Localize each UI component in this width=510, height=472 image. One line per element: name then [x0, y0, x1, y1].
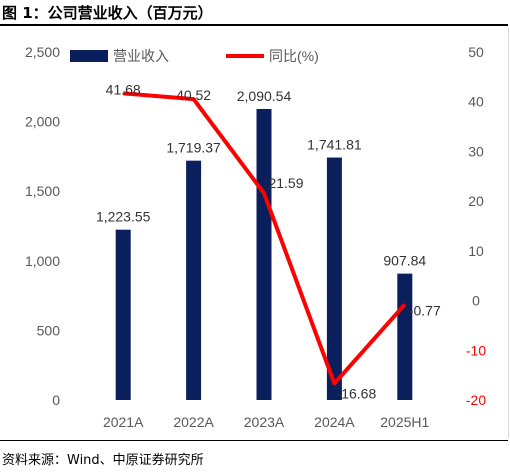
left-axis-tick-label: 2,000: [25, 114, 60, 130]
left-axis-tick-label: 2,500: [25, 44, 60, 60]
title-divider: [0, 24, 508, 26]
right-axis-tick-label: -10: [466, 342, 486, 358]
yoy-growth-line: [123, 91, 407, 386]
source-note: 资料来源：Wind、中原证券研究所: [2, 453, 204, 468]
bar-data-label: 907.84: [383, 253, 426, 269]
line-data-label: 41.68: [106, 81, 141, 97]
x-axis-tick-label: 2025H1: [380, 414, 429, 430]
line-data-label: -16.68: [337, 385, 377, 401]
x-axis-tick-label: 2022A: [173, 414, 214, 430]
revenue-bar: [115, 229, 131, 400]
left-axis-tick-label: 500: [37, 322, 61, 338]
right-axis-tick-label: 10: [468, 243, 484, 259]
right-axis-tick-label: 20: [468, 193, 484, 209]
revenue-chart: 0 500 1,000 1,500 2,000 2,500 -20 -10 0 10 20 30 40 5…: [25, 44, 486, 430]
revenue-bar: [256, 108, 272, 401]
chart-panel: 0 500 1,000 1,500 2,000 2,500 -20 -10 0 10 20 30 40 5…: [0, 28, 509, 438]
left-axis-tick-label: 1,500: [25, 183, 60, 199]
right-axis-tick-label: -20: [466, 392, 486, 408]
right-axis-tick-label: 50: [468, 44, 484, 60]
bar-data-label: 1,741.81: [307, 137, 362, 153]
figure-title: 图 1：公司营业收入（百万元）: [2, 4, 213, 22]
legend-bar-label: 营业收入: [113, 48, 169, 64]
line-data-label: 40.52: [176, 87, 211, 103]
bar-data-label: 1,223.55: [96, 209, 151, 225]
source-divider: [0, 440, 508, 441]
bar-data-label: 1,719.37: [166, 140, 221, 156]
line-data-label: -0.77: [409, 302, 441, 318]
revenue-bar: [186, 160, 202, 400]
right-axis-tick-label: 30: [468, 143, 484, 159]
bar-data-label: 2,090.54: [237, 88, 292, 104]
legend-line-label: 同比(%): [269, 48, 319, 64]
left-axis-tick-label: 0: [52, 392, 60, 408]
x-axis-tick-label: 2024A: [314, 414, 355, 430]
legend-bar-swatch: [70, 50, 108, 62]
right-axis-tick-label: 40: [468, 94, 484, 110]
x-axis-tick-label: 2023A: [244, 414, 285, 430]
line-data-label: 21.59: [268, 175, 303, 191]
right-axis-tick-label: 0: [472, 293, 480, 309]
revenue-bar: [326, 157, 342, 400]
revenue-bar: [397, 273, 413, 400]
left-axis-tick-label: 1,000: [25, 253, 60, 269]
x-axis-tick-label: 2021A: [103, 414, 144, 430]
